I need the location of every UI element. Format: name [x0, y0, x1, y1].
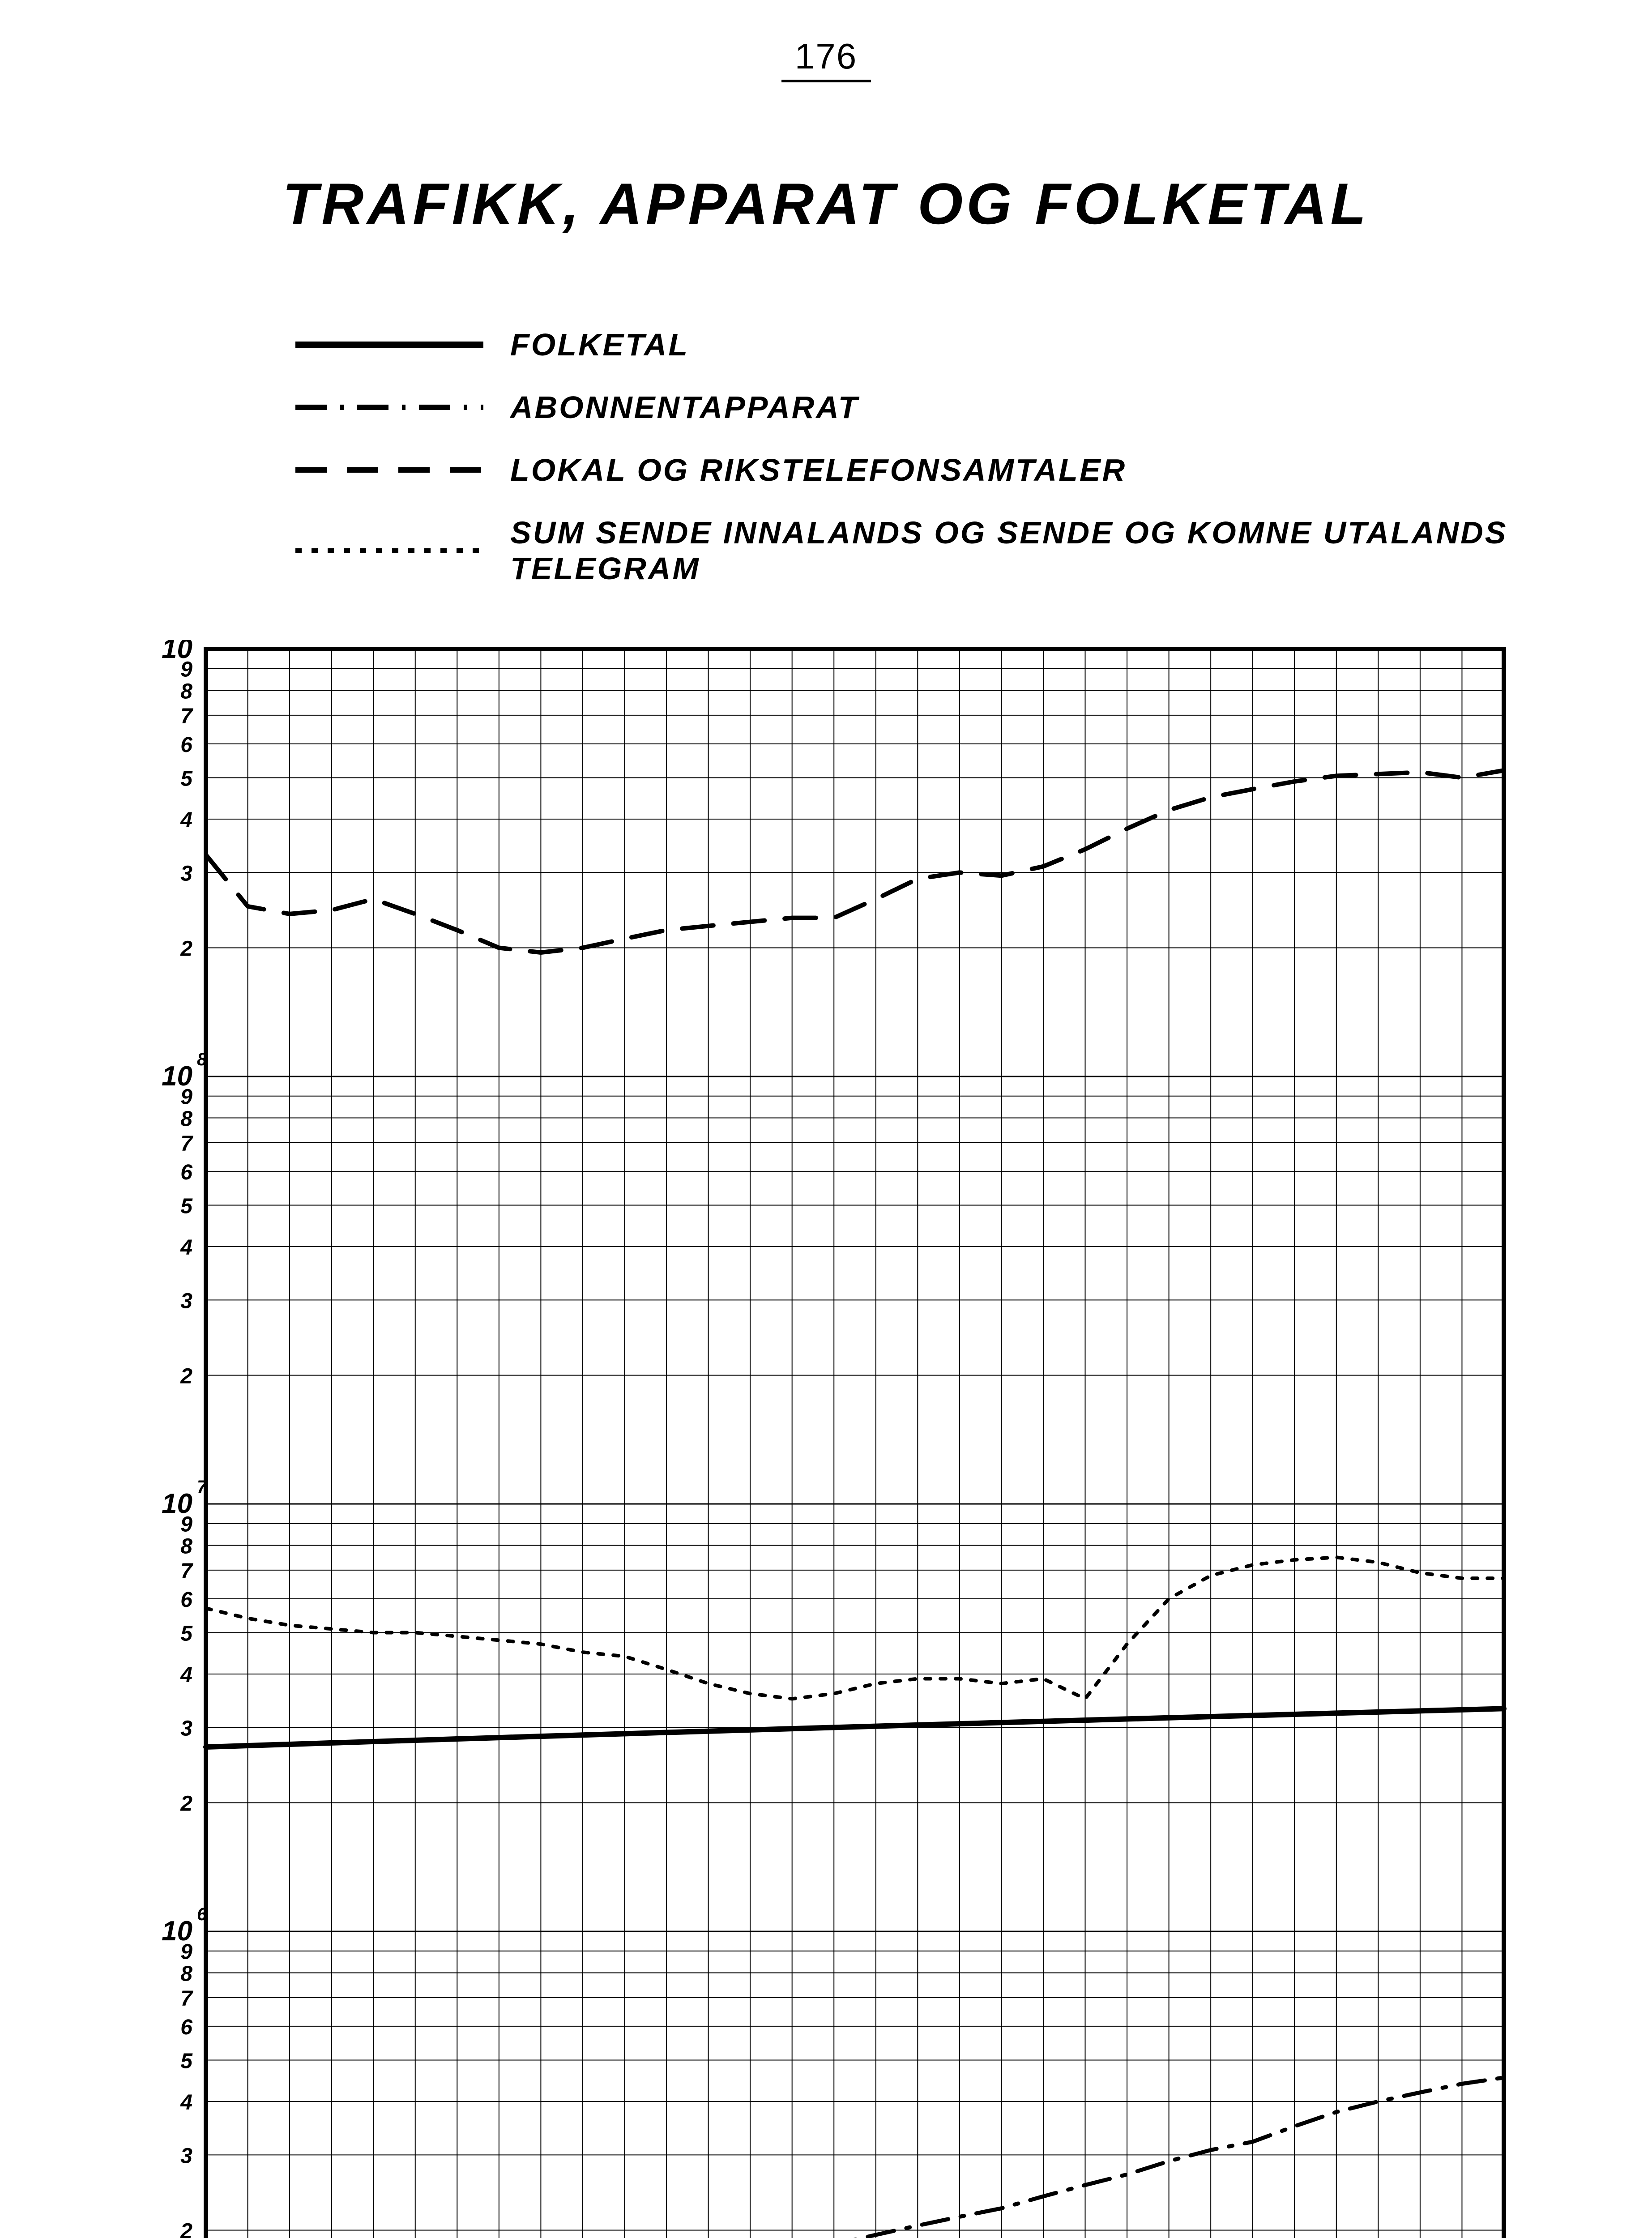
chart-svg: 1052345678910623456789107234567891082345…: [116, 640, 1522, 2238]
legend-swatch-solid-icon: [295, 331, 483, 358]
chart-area: 1052345678910623456789107234567891082345…: [116, 640, 1536, 2238]
chart-title: TRAFIKK, APPARAT OG FOLKETAL: [116, 170, 1536, 237]
svg-text:7: 7: [197, 1477, 208, 1497]
page-number: 176: [781, 36, 871, 82]
legend-row-folketal: FOLKETAL: [295, 327, 1536, 363]
svg-text:10: 10: [162, 1488, 192, 1519]
page-number-rule: [781, 80, 871, 82]
svg-text:7: 7: [180, 1132, 193, 1156]
svg-text:10: 10: [162, 1061, 192, 1092]
svg-text:3: 3: [180, 862, 192, 885]
legend-label: FOLKETAL: [510, 327, 689, 363]
svg-text:3: 3: [180, 2144, 192, 2168]
svg-text:2: 2: [180, 2220, 192, 2238]
page-number-text: 176: [795, 36, 857, 76]
svg-text:5: 5: [180, 767, 193, 790]
svg-text:10: 10: [162, 640, 192, 664]
legend-label: SUM SENDE INNALANDS OG SENDE OG KOMNE UT…: [510, 515, 1536, 586]
svg-text:6: 6: [180, 1161, 192, 1184]
legend-row-samtaler: LOKAL OG RIKSTELEFONSAMTALER: [295, 452, 1536, 488]
legend-swatch-dashdot-icon: [295, 394, 483, 421]
svg-text:2: 2: [180, 1792, 192, 1816]
legend-row-telegram: SUM SENDE INNALANDS OG SENDE OG KOMNE UT…: [295, 515, 1536, 586]
legend-row-abonnent: ABONNENTAPPARAT: [295, 389, 1536, 425]
svg-text:8: 8: [180, 680, 192, 704]
svg-text:4: 4: [180, 808, 192, 832]
legend-swatch-longdash-icon: [295, 457, 483, 483]
svg-text:2: 2: [180, 1365, 192, 1388]
svg-text:3: 3: [180, 1717, 192, 1740]
svg-text:9: 9: [197, 640, 207, 642]
svg-text:7: 7: [180, 1987, 193, 2011]
legend: FOLKETAL ABONNENTAPPARAT LOKAL OG RIKSTE…: [295, 327, 1536, 586]
svg-text:8: 8: [180, 1107, 192, 1131]
svg-text:2: 2: [180, 937, 192, 961]
legend-label: LOKAL OG RIKSTELEFONSAMTALER: [510, 452, 1127, 488]
document-page: 176 TRAFIKK, APPARAT OG FOLKETAL FOLKETA…: [0, 0, 1652, 2238]
svg-text:8: 8: [180, 1962, 192, 1986]
svg-text:8: 8: [197, 1050, 207, 1069]
svg-text:4: 4: [180, 1663, 192, 1687]
svg-text:7: 7: [180, 1559, 193, 1583]
legend-swatch-dot-icon: [295, 537, 483, 564]
svg-text:4: 4: [180, 2091, 192, 2114]
svg-text:6: 6: [180, 1588, 192, 1612]
legend-label: ABONNENTAPPARAT: [510, 389, 859, 425]
svg-text:8: 8: [180, 1535, 192, 1559]
svg-text:5: 5: [180, 1194, 193, 1218]
svg-text:5: 5: [180, 2049, 193, 2073]
svg-text:5: 5: [180, 1622, 193, 1645]
svg-text:6: 6: [197, 1905, 207, 1924]
svg-text:10: 10: [162, 1916, 192, 1947]
svg-text:6: 6: [180, 2016, 192, 2039]
svg-text:3: 3: [180, 1289, 192, 1313]
svg-text:6: 6: [180, 733, 192, 757]
svg-text:7: 7: [180, 705, 193, 728]
svg-text:4: 4: [180, 1236, 192, 1260]
